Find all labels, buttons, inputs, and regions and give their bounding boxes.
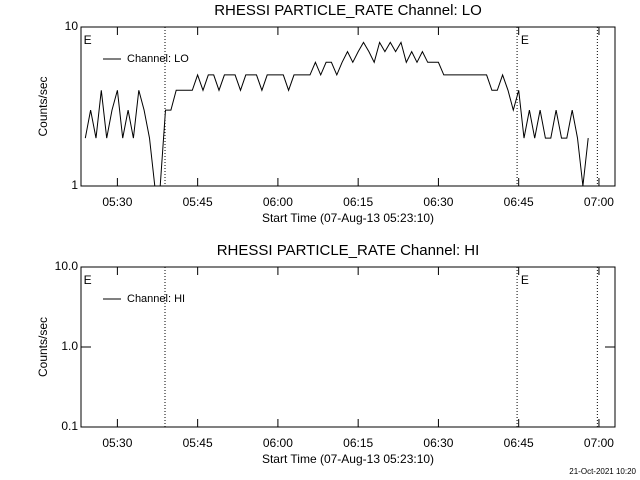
event-label: E: [84, 33, 92, 47]
plot-frame: [80, 266, 616, 428]
x-tick-label: 07:00: [584, 436, 614, 450]
event-label: E: [521, 273, 529, 287]
event-label: E: [84, 273, 92, 287]
y-tick-label: 10: [65, 19, 79, 33]
x-tick-label: 05:45: [183, 436, 213, 450]
x-tick-label: 06:00: [263, 436, 293, 450]
x-tick-label: 07:00: [584, 195, 614, 209]
x-tick-label: 06:15: [343, 195, 373, 209]
chart-title: RHESSI PARTICLE_RATE Channel: LO: [214, 2, 482, 19]
x-axis-label: Start Time (07-Aug-13 05:23:10): [262, 211, 434, 225]
chart-title: RHESSI PARTICLE_RATE Channel: HI: [217, 242, 480, 259]
x-tick-label: 06:30: [423, 195, 453, 209]
x-tick-label: 06:45: [504, 436, 534, 450]
y-axis-label: Counts/sec: [36, 317, 50, 377]
legend-label: Channel: HI: [127, 293, 185, 305]
event-label: E: [521, 33, 529, 47]
x-tick-label: 06:15: [343, 436, 373, 450]
x-tick-label: 05:45: [183, 195, 213, 209]
x-tick-label: 06:45: [504, 195, 534, 209]
data-line: [84, 41, 589, 187]
y-tick-label: 1: [71, 178, 78, 192]
y-tick-label: 10.0: [55, 259, 79, 273]
x-tick-label: 06:30: [423, 436, 453, 450]
legend-label: Channel: LO: [127, 53, 189, 65]
x-tick-label: 05:30: [102, 195, 132, 209]
x-tick-label: 06:00: [263, 195, 293, 209]
y-axis-label: Counts/sec: [36, 76, 50, 136]
footer: 21-Oct-2021 10:20: [569, 467, 636, 476]
x-axis-label: Start Time (07-Aug-13 05:23:10): [262, 452, 434, 466]
y-tick-label: 0.1: [61, 419, 78, 433]
plot-frame: [80, 26, 616, 187]
y-tick-label: 1.0: [61, 339, 78, 353]
x-tick-label: 05:30: [102, 436, 132, 450]
